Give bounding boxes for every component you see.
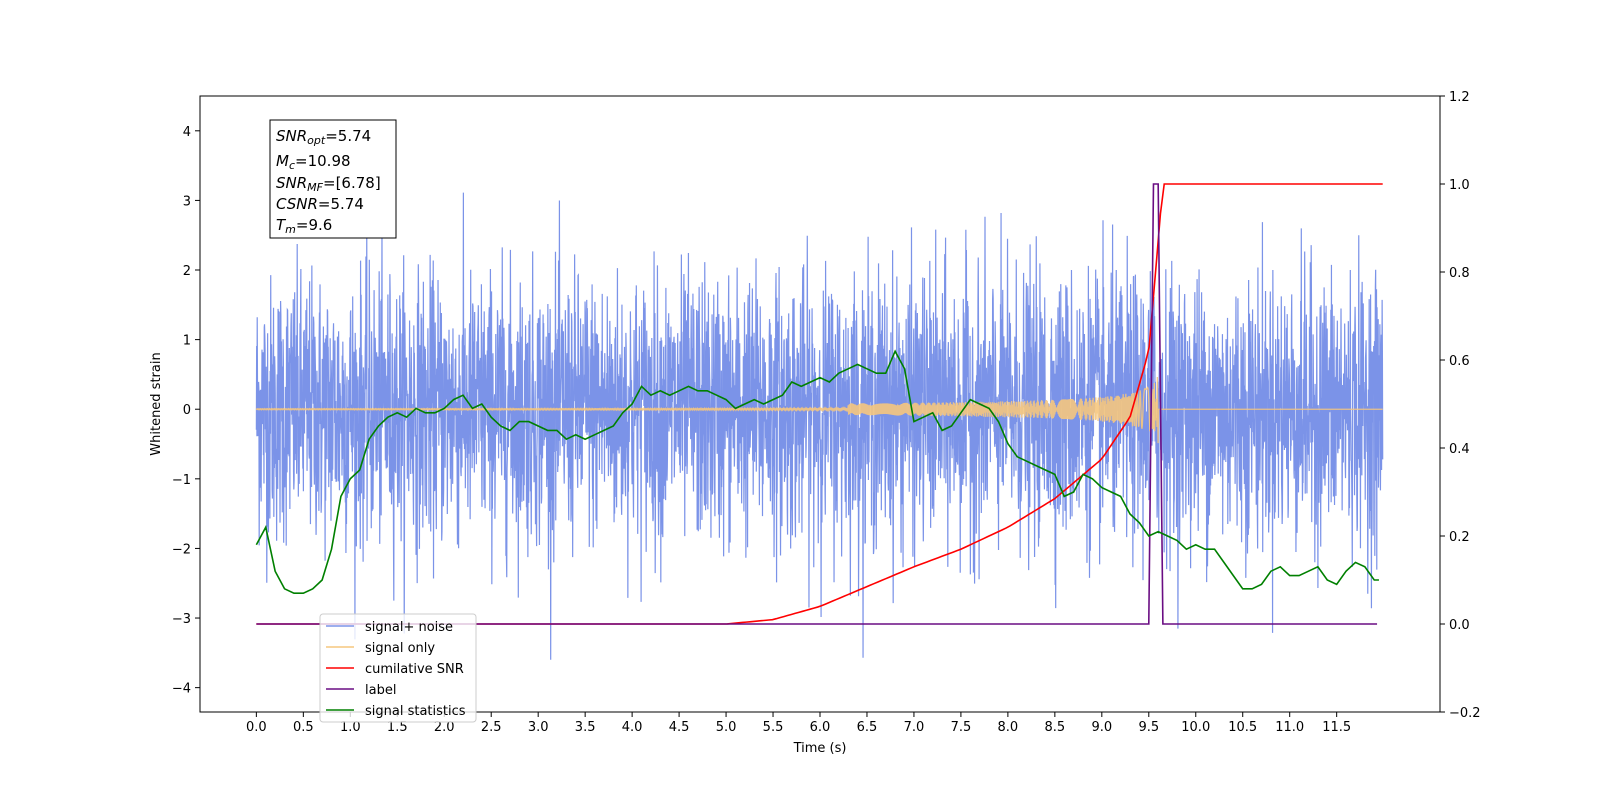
series-line-label bbox=[256, 183, 1378, 625]
plot-frame bbox=[199, 95, 1441, 713]
y-tick-label: 3 bbox=[183, 194, 191, 209]
y2-tick-label: 0.8 bbox=[1449, 266, 1470, 281]
x-tick-label: 0.0 bbox=[246, 720, 267, 735]
info-mc: Mc=10.98 bbox=[276, 152, 351, 172]
legend-label-label: label bbox=[365, 683, 396, 698]
x-tick-label: 6.0 bbox=[810, 720, 831, 735]
x-tick-label: 5.0 bbox=[716, 720, 737, 735]
y2-axis-ticks: −0.2 0.0 0.2 0.4 0.6 0.8 1.0 1.2 bbox=[1440, 90, 1481, 721]
x-tick-label: 11.0 bbox=[1275, 720, 1304, 735]
info-box: SNRopt=5.74 Mc=10.98 SNRMF=[6.78] CSNR=5… bbox=[269, 119, 397, 239]
info-snr-opt: SNRopt=5.74 bbox=[276, 127, 371, 147]
y-tick-label: −4 bbox=[172, 682, 191, 697]
y2-tick-label: 1.0 bbox=[1449, 178, 1470, 193]
x-tick-label: 4.5 bbox=[669, 720, 690, 735]
y-axis-label: Whitened strain bbox=[149, 352, 164, 455]
x-tick-label: 2.0 bbox=[434, 720, 455, 735]
x-tick-label: 0.5 bbox=[293, 720, 314, 735]
x-tick-label: 1.0 bbox=[340, 720, 361, 735]
info-tm: Tm=9.6 bbox=[276, 216, 332, 236]
x-tick-label: 4.0 bbox=[622, 720, 643, 735]
plot-content bbox=[255, 183, 1384, 660]
legend-label-signal-noise: signal+ noise bbox=[365, 620, 453, 635]
y-tick-label: 1 bbox=[183, 334, 191, 349]
info-snr-mf: SNRMF=[6.78] bbox=[276, 174, 381, 194]
x-tick-label: 8.5 bbox=[1045, 720, 1066, 735]
y-tick-label: 0 bbox=[183, 403, 191, 418]
x-tick-label: 7.0 bbox=[904, 720, 925, 735]
x-tick-label: 10.5 bbox=[1228, 720, 1257, 735]
y2-tick-label: 0.0 bbox=[1449, 618, 1470, 633]
x-tick-label: 1.5 bbox=[387, 720, 408, 735]
y-tick-label: 4 bbox=[183, 125, 191, 140]
info-box-frame bbox=[269, 119, 397, 239]
y2-tick-label: −0.2 bbox=[1449, 706, 1481, 721]
legend: signal+ noise signal only cumilative SNR… bbox=[319, 613, 477, 723]
x-tick-label: 3.5 bbox=[575, 720, 596, 735]
y-tick-label: −3 bbox=[172, 612, 191, 627]
series-line-signal-noise bbox=[255, 192, 1384, 660]
series-signal-noise bbox=[255, 192, 1384, 660]
y-tick-label: −1 bbox=[172, 473, 191, 488]
y-axis-ticks: −4 −3 −2 −1 0 1 2 3 4 bbox=[172, 125, 200, 697]
legend-label-signal-statistics: signal statistics bbox=[365, 704, 466, 719]
y2-tick-label: 1.2 bbox=[1449, 90, 1470, 105]
x-tick-label: 11.5 bbox=[1322, 720, 1351, 735]
x-tick-label: 9.5 bbox=[1138, 720, 1159, 735]
legend-label-signal-only: signal only bbox=[365, 641, 435, 656]
series-line-signal-statistics bbox=[255, 349, 1379, 594]
x-tick-label: 8.0 bbox=[998, 720, 1019, 735]
legend-frame bbox=[319, 613, 477, 723]
y-tick-label: −2 bbox=[172, 542, 191, 557]
y-tick-label: 2 bbox=[183, 264, 191, 279]
legend-label-cumulative-snr: cumilative SNR bbox=[365, 662, 464, 677]
x-tick-label: 3.0 bbox=[528, 720, 549, 735]
y2-tick-label: 0.2 bbox=[1449, 530, 1470, 545]
info-csnr: CSNR=5.74 bbox=[276, 195, 364, 213]
x-tick-label: 5.5 bbox=[763, 720, 784, 735]
x-tick-label: 9.0 bbox=[1091, 720, 1112, 735]
x-tick-label: 2.5 bbox=[481, 720, 502, 735]
x-tick-label: 6.5 bbox=[857, 720, 878, 735]
x-axis-label: Time (s) bbox=[793, 741, 847, 756]
y2-tick-label: 0.4 bbox=[1449, 442, 1470, 457]
y2-tick-label: 0.6 bbox=[1449, 354, 1470, 369]
x-tick-label: 10.0 bbox=[1181, 720, 1210, 735]
x-axis-ticks: 0.0 0.5 1.0 1.5 2.0 2.5 3.0 3.5 4.0 4.5 5.0 5.5 6.0 6… bbox=[246, 712, 1351, 735]
x-tick-label: 7.5 bbox=[951, 720, 972, 735]
